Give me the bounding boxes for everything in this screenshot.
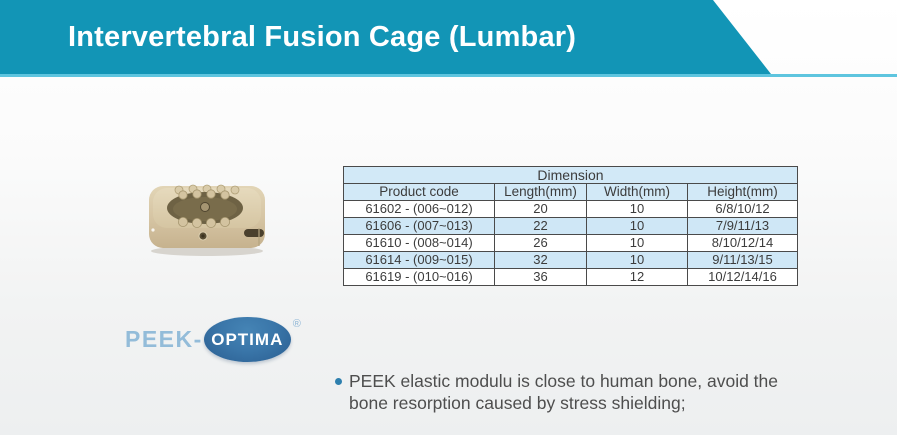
- page-title: Intervertebral Fusion Cage (Lumbar): [68, 20, 577, 53]
- registered-trademark-symbol: ®: [292, 318, 301, 330]
- dimension-table-body: 61602 - (006~012) 20 10 6/8/10/12 61606 - (0…: [343, 200, 798, 286]
- table-cell: 7/9/11/13: [687, 217, 798, 235]
- table-row: 61602 - (006~012) 20 10 6/8/10/12: [343, 200, 798, 218]
- table-cell: 10: [586, 217, 688, 235]
- bullet-dot-icon: [335, 378, 342, 385]
- table-row: 61614 - (009~015) 32 10 9/11/13/15: [343, 251, 798, 269]
- fusion-cage-image: [149, 184, 265, 256]
- table-row: 61610 - (008~014) 26 10 8/10/12/14: [343, 234, 798, 252]
- table-cell: 26: [494, 234, 587, 252]
- peek-optima-logo: PEEK- OPTIMA ®: [125, 317, 301, 362]
- table-cell: 12: [586, 268, 688, 286]
- table-cell: 10: [586, 234, 688, 252]
- table-cell: 6/8/10/12: [687, 200, 798, 218]
- table-cell: 10: [586, 200, 688, 218]
- table-cell: 10: [586, 251, 688, 269]
- table-cell: 61602 - (006~012): [343, 200, 495, 218]
- column-header-width: Width(mm): [586, 183, 688, 201]
- table-cell: 8/10/12/14: [687, 234, 798, 252]
- table-cell: 10/12/14/16: [687, 268, 798, 286]
- column-header-height: Height(mm): [687, 183, 798, 201]
- banner-underline: [0, 74, 897, 77]
- table-cell: 61614 - (009~015): [343, 251, 495, 269]
- table-cell: 61619 - (010~016): [343, 268, 495, 286]
- header-banner: Intervertebral Fusion Cage (Lumbar): [0, 0, 771, 74]
- table-cell: 9/11/13/15: [687, 251, 798, 269]
- table-title: Dimension: [343, 166, 798, 184]
- table-cell: 61610 - (008~014): [343, 234, 495, 252]
- logo-oval: OPTIMA: [203, 317, 291, 362]
- table-title-row: Dimension: [343, 166, 798, 184]
- table-cell: 22: [494, 217, 587, 235]
- table-cell: 32: [494, 251, 587, 269]
- table-row: 61606 - (007~013) 22 10 7/9/11/13: [343, 217, 798, 235]
- bullet-text: PEEK elastic modulu is close to human bo…: [349, 371, 778, 413]
- dimension-table: Dimension Product code Length(mm) Width(…: [343, 166, 798, 286]
- table-cell: 20: [494, 200, 587, 218]
- logo-oval-text: OPTIMA: [211, 329, 284, 349]
- logo-prefix-text: PEEK-: [125, 326, 203, 352]
- column-header-length: Length(mm): [494, 183, 587, 201]
- table-cell: 61606 - (007~013): [343, 217, 495, 235]
- table-row: 61619 - (010~016) 36 12 10/12/14/16: [343, 268, 798, 286]
- feature-bullet: PEEK elastic modulu is close to human bo…: [335, 370, 805, 414]
- column-header-product-code: Product code: [343, 183, 495, 201]
- table-header-row: Product code Length(mm) Width(mm) Height…: [343, 183, 798, 201]
- table-cell: 36: [494, 268, 587, 286]
